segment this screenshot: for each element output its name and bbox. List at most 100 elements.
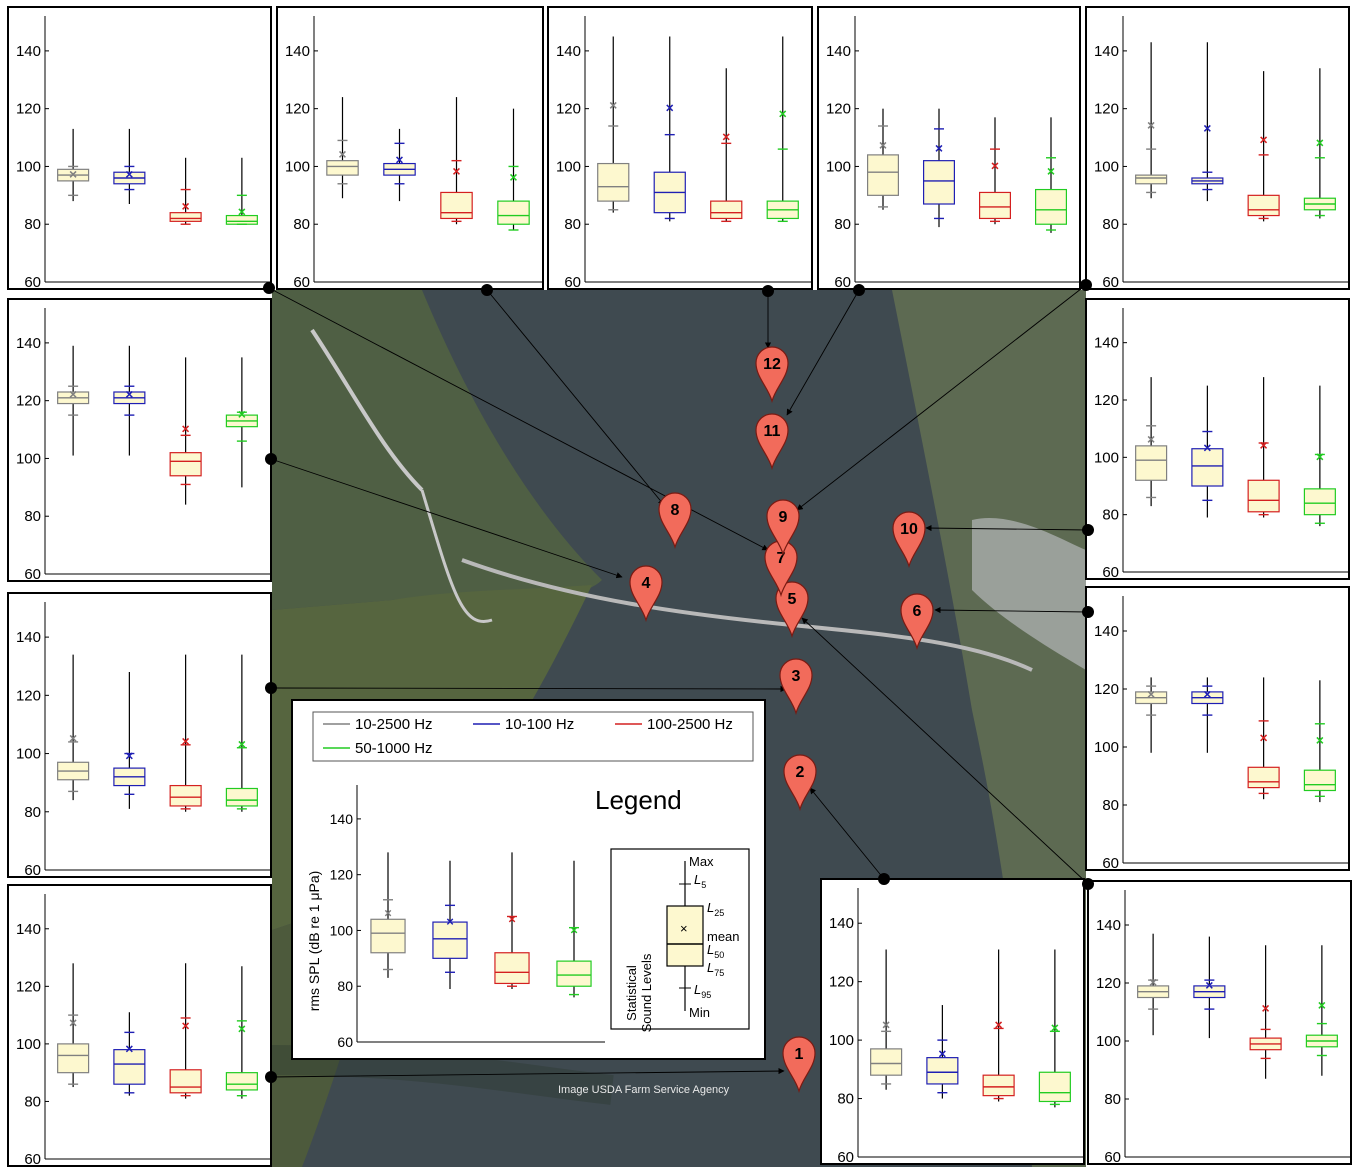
y-tick-label: 60 bbox=[293, 274, 310, 291]
y-tick-label: 100 bbox=[16, 158, 41, 175]
site-marker-3: 3 bbox=[779, 658, 813, 716]
pin-label: 2 bbox=[796, 764, 805, 781]
mean-marker: × bbox=[1316, 134, 1324, 150]
connector-to-2 bbox=[809, 787, 885, 880]
mean-marker: × bbox=[1203, 120, 1211, 136]
iqr-box bbox=[1303, 488, 1336, 516]
boxplot-panel-right-2: 60 80 100 120 140 × × × × bbox=[1085, 586, 1350, 872]
pin-shape bbox=[892, 511, 926, 569]
site-marker-8: 8 bbox=[658, 492, 692, 550]
connector-to-4 bbox=[270, 458, 623, 579]
legend-ylabel: rms SPL (dB re 1 μPa) bbox=[306, 871, 322, 1012]
stat-title-2: Sound Levels bbox=[639, 953, 654, 1032]
boxplot-right-1: 60 80 100 120 140 × × × × bbox=[1094, 308, 1348, 581]
mean-marker: × bbox=[125, 1041, 133, 1057]
pin-label: 11 bbox=[764, 423, 781, 440]
mean-marker: × bbox=[879, 137, 887, 153]
stat-label-l50: L50 bbox=[707, 942, 724, 960]
iqr-box bbox=[497, 200, 530, 225]
iqr-box bbox=[1191, 448, 1224, 487]
site-marker-9: 9 bbox=[766, 499, 800, 557]
mean-marker: × bbox=[338, 146, 346, 162]
mean-marker: × bbox=[1316, 448, 1324, 464]
mean-marker: × bbox=[69, 730, 77, 746]
legend-key-label-broadband: 10-2500 Hz bbox=[355, 716, 433, 733]
mean-marker: × bbox=[1260, 729, 1268, 745]
pin-label: 3 bbox=[792, 668, 801, 685]
y-tick-label: 140 bbox=[829, 915, 854, 932]
mean-marker: × bbox=[238, 204, 246, 220]
legend-title: Legend bbox=[595, 785, 682, 815]
y-tick-label: 120 bbox=[1094, 681, 1119, 698]
mean-marker: × bbox=[1051, 1019, 1059, 1035]
y-tick-label: 80 bbox=[293, 216, 310, 233]
site-marker-6: 6 bbox=[900, 593, 934, 651]
y-tick-label: 140 bbox=[1094, 335, 1119, 352]
mean-marker: × bbox=[995, 1017, 1003, 1033]
boxplot-panel-left-3: 60 80 100 120 140 × × × × bbox=[7, 884, 272, 1168]
stat-label-l5: L5 bbox=[694, 872, 706, 890]
mean-marker: × bbox=[1203, 440, 1211, 456]
y-tick-label: 60 bbox=[1102, 855, 1119, 872]
pin-shape bbox=[658, 492, 692, 550]
pin-label: 7 bbox=[777, 550, 786, 567]
mean-marker: × bbox=[384, 906, 392, 921]
boxplot-panel-top-3: 60 80 100 120 140 × × × × bbox=[547, 6, 813, 291]
y-tick-label: 120 bbox=[829, 974, 854, 991]
site-marker-1: 1 bbox=[782, 1036, 816, 1094]
mean-marker: × bbox=[779, 105, 787, 121]
boxplot-panel-left-2: 60 80 100 120 140 × × × × bbox=[7, 592, 272, 879]
y-tick-label: 60 bbox=[564, 274, 581, 291]
mean-marker: × bbox=[182, 733, 190, 749]
iqr-box bbox=[1035, 188, 1068, 225]
mean-marker: × bbox=[69, 386, 77, 402]
pin-label: 9 bbox=[779, 509, 788, 526]
connector-to-10 bbox=[925, 524, 1089, 532]
mean-marker: × bbox=[722, 129, 730, 145]
y-tick-label: 120 bbox=[330, 867, 354, 883]
y-tick-label: 60 bbox=[834, 274, 851, 291]
y-tick-label: 80 bbox=[837, 1091, 854, 1108]
mean-marker: × bbox=[609, 97, 617, 113]
boxplot-bottom-2: 60 80 100 120 140 × × × × bbox=[1096, 890, 1350, 1166]
y-tick-label: 100 bbox=[16, 1036, 41, 1053]
mean-marker: × bbox=[509, 169, 517, 185]
y-tick-label: 100 bbox=[1094, 449, 1119, 466]
iqr-box bbox=[1247, 479, 1280, 513]
legend-svg: 10-2500 Hz 10-100 Hz 100-2500 Hz 50-1000… bbox=[306, 711, 754, 1050]
iqr-box bbox=[169, 452, 202, 477]
iqr-box bbox=[710, 200, 743, 220]
connector-to-7 bbox=[268, 287, 769, 551]
boxplot-panel-top-1: 60 80 100 120 140 × × × × bbox=[7, 6, 272, 291]
boxplot-left-3: 60 80 100 120 140 × × × × bbox=[16, 894, 270, 1168]
y-tick-label: 60 bbox=[1104, 1149, 1121, 1166]
pin-label: 5 bbox=[788, 591, 797, 608]
mean-marker: × bbox=[938, 1046, 946, 1062]
y-tick-label: 80 bbox=[337, 978, 353, 994]
y-tick-label: 60 bbox=[837, 1149, 854, 1166]
boxplot-left-1: 60 80 100 120 140 × × × × bbox=[16, 308, 270, 583]
y-tick-label: 100 bbox=[1094, 739, 1119, 756]
mean-marker: × bbox=[935, 140, 943, 156]
mean-marker: × bbox=[1149, 974, 1157, 990]
mean-marker: × bbox=[125, 747, 133, 763]
connector-dots bbox=[263, 279, 1094, 1083]
boxplot-panel-top-4: 60 80 100 120 140 × × × × bbox=[817, 6, 1081, 291]
site-marker-4: 4 bbox=[629, 565, 663, 623]
boxplot-panel-left-1: 60 80 100 120 140 × × × × bbox=[7, 298, 272, 583]
mean-marker: × bbox=[570, 922, 578, 937]
mean-marker: × bbox=[666, 100, 674, 116]
iqr-box bbox=[225, 1072, 258, 1091]
mean-marker: × bbox=[125, 386, 133, 402]
pin-shape bbox=[779, 658, 813, 716]
iqr-box bbox=[926, 1057, 959, 1085]
y-tick-label: 140 bbox=[16, 629, 41, 646]
connector-to-11 bbox=[786, 289, 860, 416]
iqr-box bbox=[982, 1074, 1015, 1097]
y-tick-label: 140 bbox=[826, 43, 851, 60]
site-marker-11: 11 bbox=[755, 413, 789, 471]
mean-marker: × bbox=[182, 198, 190, 214]
legend-example-chart: 60 80 100 120 140 × × × × bbox=[330, 785, 605, 1050]
boxplot-top-1: 60 80 100 120 140 × × × × bbox=[16, 16, 270, 291]
